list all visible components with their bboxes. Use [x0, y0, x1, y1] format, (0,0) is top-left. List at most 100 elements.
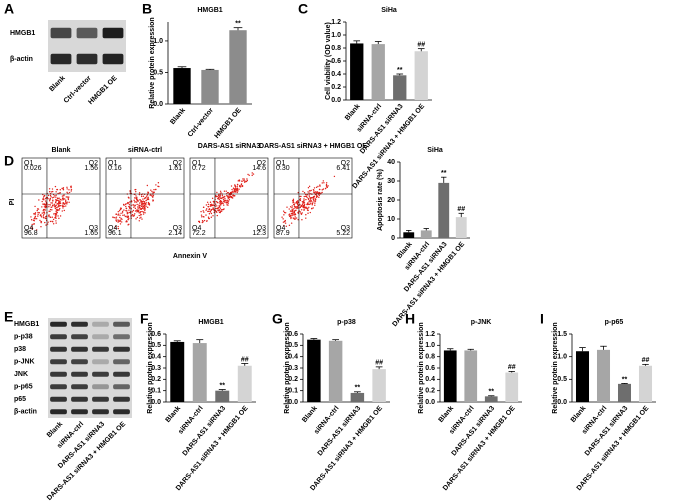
flow-dot	[201, 220, 204, 222]
flow-dot	[59, 189, 61, 191]
panel-letter: G	[272, 311, 283, 327]
flow-dot	[326, 186, 328, 188]
blot-band	[71, 384, 88, 390]
flow-dot	[48, 200, 51, 202]
flow-dot	[42, 197, 45, 199]
flow-dot	[34, 212, 37, 214]
flow-dot	[140, 210, 142, 213]
flow-x-label: Annexin V	[173, 253, 208, 260]
flow-dot	[134, 210, 137, 212]
flow-dot	[303, 203, 306, 206]
flow-dot	[321, 191, 323, 194]
flow-dot	[299, 198, 302, 200]
flow-dot	[30, 219, 33, 221]
bar	[307, 339, 321, 402]
flow-dot	[122, 203, 125, 206]
flow-dot	[67, 197, 69, 199]
flow-dot	[297, 200, 299, 202]
panel-letter: B	[142, 1, 152, 17]
flow-dot	[200, 214, 203, 216]
flow-dot	[146, 206, 149, 209]
flow-dot	[202, 206, 205, 209]
y-tick-label: 0.3	[151, 365, 161, 372]
blot-band	[92, 334, 109, 340]
flow-dot	[147, 201, 150, 204]
flow-dot	[39, 219, 41, 222]
flow-dot	[138, 214, 140, 217]
bar	[505, 372, 519, 402]
flow-dot	[206, 201, 209, 203]
flow-dot	[51, 190, 54, 193]
flow-dot	[136, 203, 138, 206]
flow-dot	[207, 203, 210, 206]
y-axis-label: Relative protein expression	[149, 17, 156, 108]
flow-dot	[120, 208, 122, 211]
flow-dot	[303, 208, 305, 210]
flow-dot	[314, 200, 316, 203]
flow-dot	[134, 205, 136, 207]
flow-dot	[35, 217, 38, 220]
flow-dot	[236, 191, 238, 194]
flow-dot	[220, 192, 222, 194]
blot-row-label: p-p38	[14, 334, 33, 341]
blot-band	[92, 346, 109, 352]
quadrant-name: Q2	[341, 160, 350, 167]
flow-dot	[141, 207, 144, 210]
flow-dot	[207, 205, 209, 208]
bar	[464, 350, 478, 402]
flow-dot	[234, 186, 237, 188]
flow-dot	[42, 210, 44, 212]
flow-dot	[148, 204, 151, 206]
flow-dot	[49, 216, 52, 218]
y-tick-label: 0.0	[288, 399, 298, 406]
flow-dot	[322, 180, 325, 182]
flow-dot	[137, 206, 139, 208]
flow-dot	[55, 213, 58, 216]
flow-dot	[237, 180, 239, 182]
flow-dot	[307, 207, 309, 210]
flow-dot	[224, 201, 226, 203]
flow-dot	[68, 189, 70, 191]
bar	[372, 369, 386, 402]
flow-dot	[30, 216, 32, 218]
flow-dot	[200, 210, 202, 213]
flow-dot	[133, 197, 136, 199]
flow-dot	[117, 225, 119, 228]
blot-band	[113, 371, 130, 377]
flow-dot	[291, 209, 293, 211]
flow-dot	[55, 191, 57, 193]
blot-band	[92, 384, 109, 390]
flow-dot	[218, 198, 220, 200]
bar	[420, 230, 432, 238]
flow-dot	[146, 184, 149, 187]
flow-dot	[325, 182, 328, 184]
flow-dot	[216, 211, 218, 213]
flow-dot	[152, 199, 154, 202]
flow-dot	[241, 180, 243, 182]
flow-dot	[62, 207, 64, 209]
blot-row-label: p-JNK	[14, 359, 35, 366]
flow-dot	[311, 204, 313, 206]
chart-title: p-JNK	[471, 319, 492, 326]
bar	[484, 396, 498, 402]
bar	[617, 383, 632, 402]
bar	[215, 390, 230, 402]
y-tick-label: 0	[391, 235, 395, 242]
flow-dot	[55, 205, 57, 207]
bar	[403, 232, 415, 238]
flow-dot	[294, 216, 296, 218]
flow-dot	[30, 226, 32, 228]
flow-dot	[308, 185, 311, 188]
flow-dot	[132, 209, 135, 212]
flow-dot	[291, 205, 293, 207]
flow-dot	[221, 195, 224, 197]
flow-dot	[31, 223, 33, 226]
flow-dot	[201, 221, 204, 224]
flow-dot	[54, 216, 57, 218]
flow-dot	[218, 196, 220, 199]
quadrant-value: 14.6	[252, 165, 266, 172]
y-tick-label: 0.0	[151, 399, 161, 406]
chart-title: SiHa	[381, 7, 397, 14]
bar	[350, 392, 365, 402]
flow-dot	[308, 194, 310, 196]
